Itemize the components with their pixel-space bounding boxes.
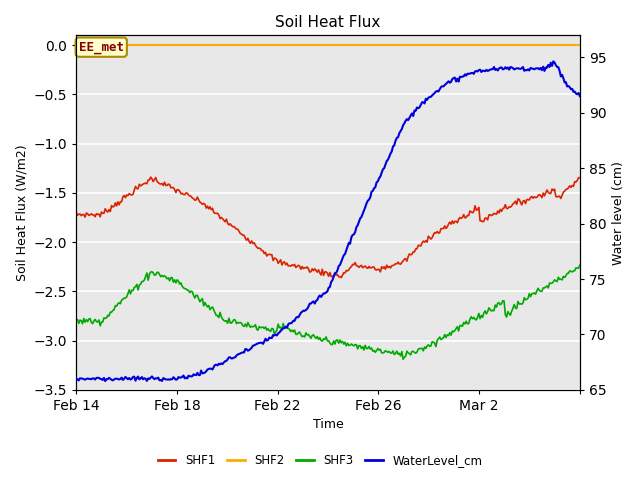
X-axis label: Time: Time (312, 419, 344, 432)
Title: Soil Heat Flux: Soil Heat Flux (275, 15, 381, 30)
Y-axis label: Soil Heat Flux (W/m2): Soil Heat Flux (W/m2) (15, 144, 28, 281)
Text: EE_met: EE_met (79, 41, 124, 54)
Legend: SHF1, SHF2, SHF3, WaterLevel_cm: SHF1, SHF2, SHF3, WaterLevel_cm (153, 449, 487, 472)
Y-axis label: Water level (cm): Water level (cm) (612, 161, 625, 264)
